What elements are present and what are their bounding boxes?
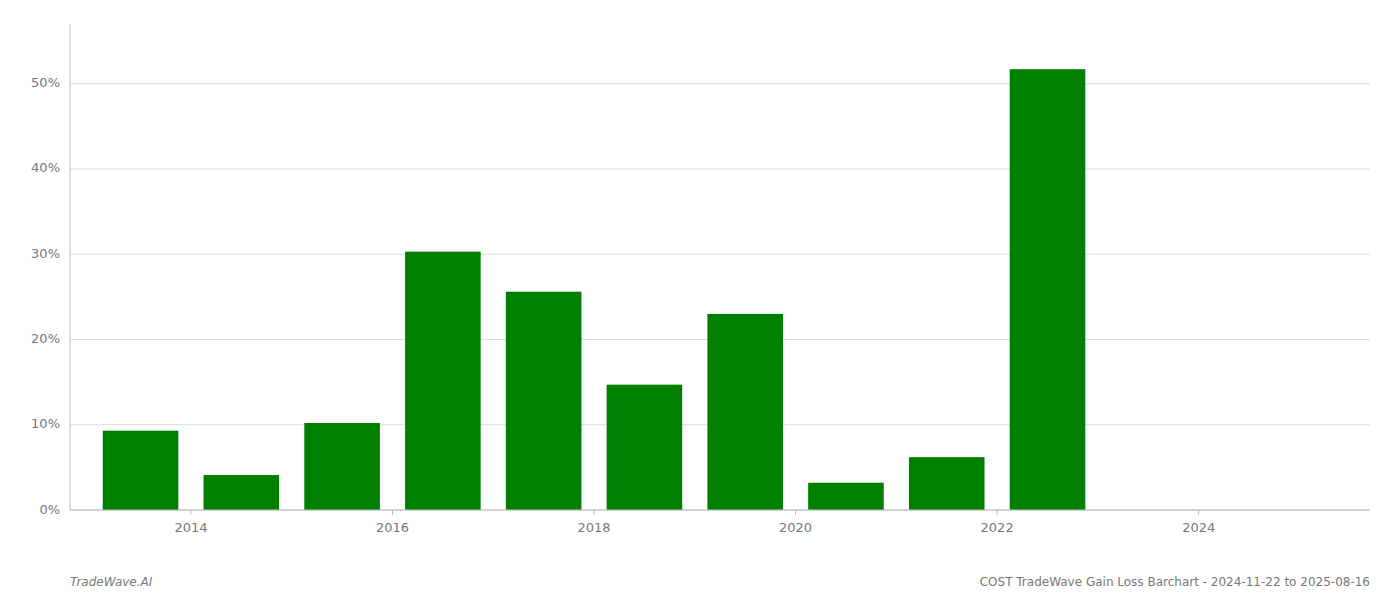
- footer-right: COST TradeWave Gain Loss Barchart - 2024…: [980, 575, 1370, 589]
- x-tick: [997, 510, 998, 515]
- grid: [70, 84, 1370, 510]
- y-tick-label: 0%: [39, 502, 60, 517]
- x-tick: [1198, 510, 1199, 515]
- x-tick-label: 2014: [174, 520, 207, 535]
- bar: [103, 431, 179, 510]
- bar: [808, 483, 884, 510]
- footer-left: TradeWave.AI: [70, 575, 153, 589]
- bar: [707, 314, 783, 510]
- grid-line: [70, 510, 1370, 511]
- x-tick: [392, 510, 393, 515]
- chart-container: 0% 10% 20% 30% 40% 50% 2014 2016 2018 2020 2022 202…: [0, 0, 1400, 600]
- bar: [204, 475, 280, 510]
- x-tick-label: 2016: [376, 520, 409, 535]
- bars: [103, 69, 1086, 510]
- chart-svg: 0% 10% 20% 30% 40% 50% 2014 2016 2018 2020 2022 202…: [0, 0, 1400, 600]
- x-tick-label: 2024: [1182, 520, 1215, 535]
- x-tick: [795, 510, 796, 515]
- y-tick-label: 30%: [31, 246, 60, 261]
- grid-line: [70, 83, 1370, 84]
- bar: [405, 252, 481, 510]
- y-tick-label: 20%: [31, 331, 60, 346]
- x-tick: [190, 510, 191, 515]
- x-tick-label: 2018: [577, 520, 610, 535]
- bar: [607, 385, 683, 510]
- y-tick-label: 10%: [31, 416, 60, 431]
- x-tick-label: 2022: [981, 520, 1014, 535]
- y-tick-label: 40%: [31, 160, 60, 175]
- x-tick: [594, 510, 595, 515]
- grid-line: [70, 168, 1370, 169]
- x-tick-label: 2020: [779, 520, 812, 535]
- x-axis-line: [70, 510, 1370, 511]
- bar: [1010, 69, 1086, 510]
- grid-line: [70, 254, 1370, 255]
- y-axis-line: [70, 24, 71, 510]
- bar: [304, 423, 380, 510]
- y-tick-label: 50%: [31, 75, 60, 90]
- bar: [506, 292, 582, 510]
- bar: [909, 457, 985, 510]
